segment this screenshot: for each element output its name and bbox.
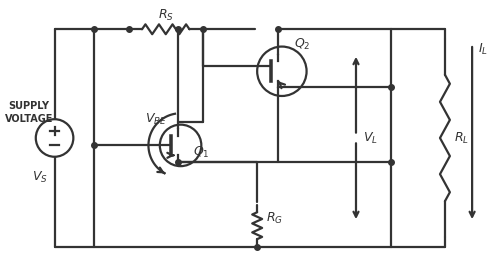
Text: $R_L$: $R_L$ [454,130,469,146]
Text: SUPPLY: SUPPLY [8,101,49,111]
Text: $V_S$: $V_S$ [32,170,48,185]
Text: $R_G$: $R_G$ [266,211,283,226]
Text: $Q_2$: $Q_2$ [294,36,311,52]
Text: $V_L$: $V_L$ [363,130,378,146]
Text: VOLTAGE: VOLTAGE [4,114,53,124]
Text: $R_S$: $R_S$ [158,8,174,23]
Text: $V_{BE}$: $V_{BE}$ [145,111,167,127]
Text: $Q_1$: $Q_1$ [193,145,210,160]
Text: $I_L$: $I_L$ [478,41,488,57]
